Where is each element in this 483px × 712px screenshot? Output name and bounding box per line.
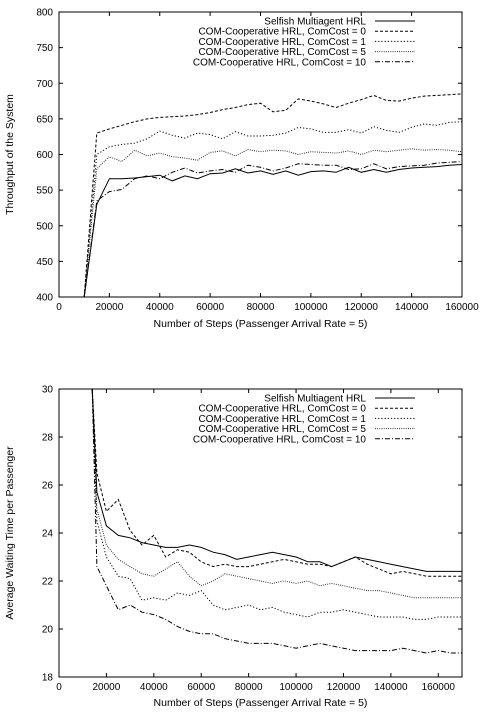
y-tick-label: 800	[36, 8, 53, 19]
y-tick-label: 26	[42, 481, 54, 492]
x-tick-label: 0	[56, 302, 62, 313]
y-tick-label: 650	[36, 114, 53, 125]
y-tick-label: 750	[36, 43, 53, 54]
x-tick-label: 0	[56, 682, 62, 693]
legend-label-1: Selfish Multiagent HRL	[264, 394, 366, 405]
legend-label-3: COM-Cooperative HRL, ComCost = 1	[198, 37, 366, 48]
x-tick-label: 40000	[140, 682, 168, 693]
x-axis-title: Number of Steps (Passenger Arrival Rate …	[154, 697, 368, 709]
legend-label-1: Selfish Multiagent HRL	[264, 17, 366, 28]
series-line-4	[91, 389, 462, 599]
legend-label-3: COM-Cooperative HRL, ComCost = 1	[198, 414, 366, 425]
y-tick-label: 400	[36, 293, 53, 304]
x-tick-label: 140000	[374, 682, 408, 693]
x-tick-label: 100000	[279, 682, 313, 693]
y-tick-label: 24	[42, 529, 54, 540]
chart-panel-2: 0 20000 40000 60000 80000 100000 120000 140000 1…	[4, 385, 463, 709]
x-tick-label: 160000	[445, 302, 479, 313]
legend-label-5: COM-Cooperative HRL, ComCost = 10	[193, 434, 367, 445]
series-line-2	[83, 93, 462, 297]
legend-label-5: COM-Cooperative HRL, ComCost = 10	[193, 57, 367, 68]
series-line-2	[91, 389, 462, 577]
chart-panel-1: 0 20000 40000 60000 80000 100000 120000 140000 1…	[4, 8, 479, 331]
x-tick-label: 60000	[196, 302, 224, 313]
y-tick-label: 28	[42, 433, 54, 444]
y-tick-label: 30	[42, 385, 54, 396]
y-axis-title: Throughput of the System	[4, 94, 16, 215]
y-tick-label: 550	[36, 186, 53, 197]
y-tick-label: 700	[36, 79, 53, 90]
x-tick-label: 80000	[235, 682, 263, 693]
x-tick-label: 100000	[294, 302, 328, 313]
legend-label-4: COM-Cooperative HRL, ComCost = 5	[198, 47, 366, 58]
x-tick-label: 120000	[345, 302, 379, 313]
series-line-5	[83, 161, 462, 297]
y-tick-label: 18	[42, 673, 54, 684]
series-line-4	[83, 148, 462, 297]
x-tick-label: 140000	[395, 302, 429, 313]
y-axis-title: Average Waiting Time per Passenger	[4, 446, 16, 620]
series-line-3	[91, 389, 462, 620]
y-tick-label: 20	[42, 625, 54, 636]
x-tick-label: 80000	[247, 302, 275, 313]
y-tick-label: 600	[36, 150, 53, 161]
x-tick-label: 60000	[187, 682, 215, 693]
x-tick-label: 20000	[93, 682, 121, 693]
legend-label-2: COM-Cooperative HRL, ComCost = 0	[198, 404, 366, 415]
series-line-3	[83, 121, 462, 297]
legend-label-4: COM-Cooperative HRL, ComCost = 5	[198, 424, 366, 435]
x-axis-title: Number of Steps (Passenger Arrival Rate …	[154, 318, 368, 330]
legend-label-2: COM-Cooperative HRL, ComCost = 0	[198, 27, 366, 38]
x-tick-label: 120000	[327, 682, 361, 693]
y-tick-label: 450	[36, 257, 53, 268]
x-tick-label: 20000	[95, 302, 123, 313]
y-tick-label: 500	[36, 221, 53, 232]
series-line-1	[83, 164, 462, 297]
x-tick-label: 40000	[146, 302, 174, 313]
series-line-1	[91, 389, 462, 572]
y-tick-label: 22	[42, 577, 54, 588]
x-tick-label: 160000	[422, 682, 456, 693]
